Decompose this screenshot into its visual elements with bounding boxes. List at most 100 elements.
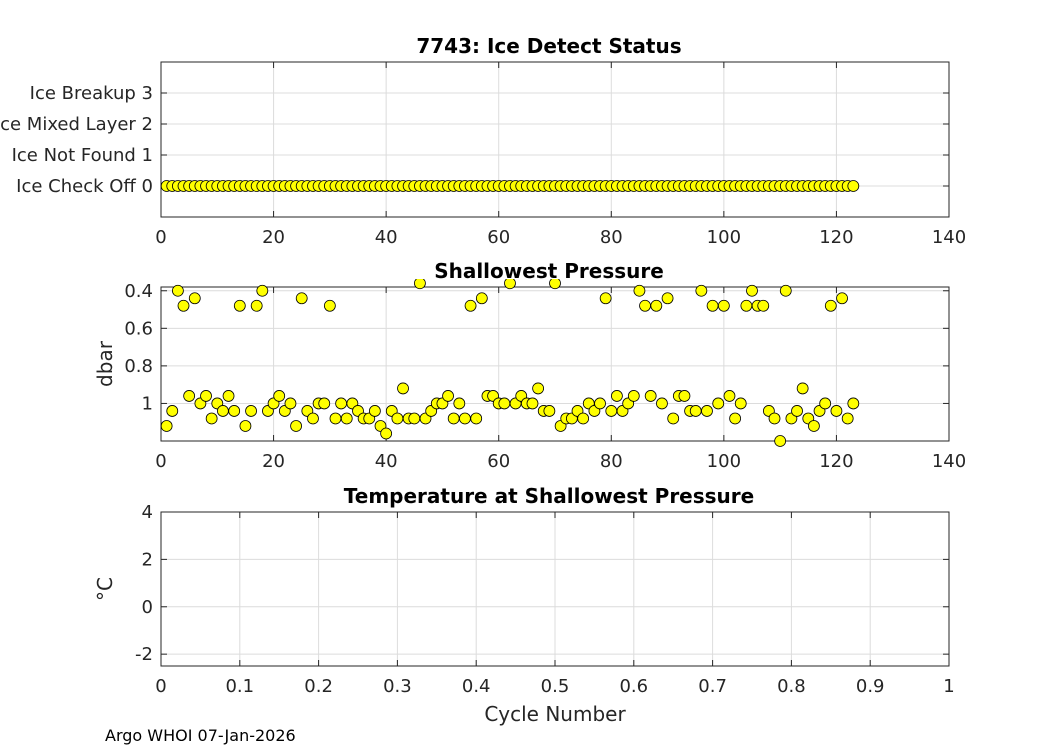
pressure-data-point	[577, 412, 590, 425]
pressure-data-point	[774, 435, 787, 447]
pressure-series	[160, 279, 860, 447]
pressure-data-point	[824, 299, 837, 312]
pressure-data-point	[599, 292, 612, 305]
pressure-data-point	[723, 390, 736, 402]
pressure-data-point	[836, 292, 848, 305]
pressure-data-point	[200, 390, 212, 402]
pressure-data-point	[295, 292, 308, 305]
temp-x-tick-label: 0.3	[383, 676, 412, 697]
ice-x-tick-label: 20	[262, 227, 285, 248]
pressure-x-tick-label: 40	[375, 451, 398, 472]
pressure-x-tick-label: 120	[819, 451, 853, 472]
temp-x-axis-label: Cycle Number	[484, 702, 626, 726]
temp-y-tick-label: 0	[142, 597, 153, 618]
pressure-data-point	[808, 420, 820, 432]
pressure-data-point	[746, 284, 758, 297]
pressure-data-point	[605, 405, 618, 417]
pressure-x-tick-label: 80	[600, 451, 623, 472]
pressure-data-point	[368, 405, 381, 417]
pressure-data-point	[205, 412, 218, 425]
temp-x-tick-label: 0.5	[541, 676, 570, 697]
pressure-data-point	[740, 299, 753, 312]
temp-x-tick-label: 0	[155, 676, 166, 697]
ice-detect-status-axes: 0 20 40 60 80 100 120 140 Ice Breakup 3 Ice Mixed…	[0, 34, 966, 248]
pressure-data-point	[335, 397, 348, 410]
ice-series	[160, 180, 860, 192]
pressure-data-point	[408, 412, 421, 425]
pressure-data-point	[549, 279, 561, 290]
pressure-data-point	[160, 420, 173, 432]
temp-x-tick-label: 0.7	[698, 676, 727, 697]
temp-x-tick-label: 0.6	[619, 676, 648, 697]
pressure-data-point	[712, 397, 725, 410]
pressure-data-point	[318, 397, 331, 410]
pressure-data-point	[791, 405, 803, 417]
pressure-data-point	[734, 397, 747, 410]
pressure-data-point	[644, 390, 657, 402]
ice-x-tick-label: 40	[375, 227, 398, 248]
pressure-data-point	[273, 390, 286, 402]
pressure-data-point	[594, 397, 606, 410]
pressure-data-point	[464, 299, 477, 312]
ice-x-tick-label: 100	[707, 227, 741, 248]
pressure-y-tick-label: 0.4	[124, 281, 153, 302]
pressure-data-point	[233, 299, 246, 312]
pressure-data-point	[217, 405, 229, 417]
temp-y-tick-label: -2	[135, 644, 153, 665]
pressure-data-point	[245, 405, 257, 417]
pressure-data-point	[841, 412, 854, 425]
pressure-y-tick-label: 0.6	[124, 318, 153, 339]
ice-y-tick-label: Ice Breakup 3	[30, 83, 153, 104]
footer-credit: Argo WHOI 07-Jan-2026	[105, 726, 296, 745]
temp-x-tick-label: 0.8	[777, 676, 806, 697]
pressure-data-point	[729, 412, 742, 425]
ice-x-tick-label: 0	[155, 227, 166, 248]
pressure-data-point	[717, 299, 730, 312]
temp-x-tick-label: 0.2	[304, 676, 333, 697]
pressure-data-point	[689, 405, 702, 417]
pressure-data-point	[650, 299, 663, 312]
pressure-data-point	[340, 412, 353, 425]
pressure-y-axis-label: dbar	[93, 340, 117, 387]
ice-plot-area	[160, 61, 950, 218]
pressure-data-point	[779, 284, 792, 297]
pressure-data-point	[532, 382, 545, 395]
temperature-axes: 0 0.1 0.2 0.3 0.4 0.5 0.6 0.7 0.8 0.9 1420-2Temper…	[93, 484, 955, 726]
ice-data-point	[847, 180, 860, 192]
pressure-data-point	[768, 412, 781, 425]
temp-y-tick-label: 2	[142, 549, 153, 570]
pressure-data-point	[183, 390, 196, 402]
pressure-data-point	[504, 279, 516, 290]
pressure-data-point	[442, 390, 454, 402]
ice-chart-title: 7743: Ice Detect Status	[416, 34, 681, 58]
pressure-data-point	[307, 412, 319, 425]
pressure-data-point	[290, 420, 302, 432]
pressure-x-tick-label: 100	[707, 451, 741, 472]
temp-y-axis-label: °C	[93, 577, 117, 601]
pressure-data-point	[819, 397, 832, 410]
temp-x-tick-label: 0.1	[225, 676, 254, 697]
pressure-data-point	[830, 405, 843, 417]
pressure-data-point	[171, 284, 184, 297]
pressure-data-point	[661, 292, 674, 305]
pressure-data-point	[380, 427, 393, 440]
ice-x-tick-label: 120	[819, 227, 853, 248]
pressure-data-point	[701, 405, 713, 417]
pressure-data-point	[391, 412, 404, 425]
pressure-data-point	[323, 299, 336, 312]
pressure-data-point	[177, 299, 190, 312]
ice-y-tick-label: Ice Not Found 1	[12, 145, 153, 166]
pressure-data-point	[166, 405, 179, 417]
pressure-data-point	[453, 397, 466, 410]
pressure-data-point	[222, 390, 235, 402]
temp-x-tick-label: 0.9	[856, 676, 885, 697]
pressure-y-tick-label: 1	[142, 393, 153, 414]
pressure-data-point	[633, 284, 646, 297]
pressure-data-point	[706, 299, 719, 312]
ice-x-tick-label: 60	[487, 227, 510, 248]
pressure-data-point	[627, 390, 640, 402]
pressure-data-point	[284, 397, 297, 410]
pressure-data-point	[498, 397, 511, 410]
pressure-data-point	[414, 279, 426, 290]
